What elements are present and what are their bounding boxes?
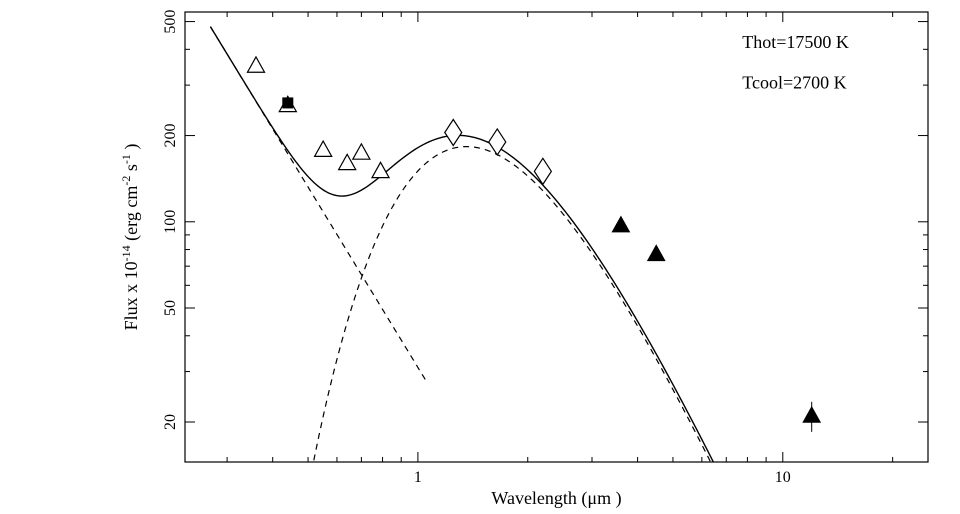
ytick-label: 200 (162, 124, 179, 148)
chart-annotation: Thot=17500 K (742, 32, 849, 52)
marker-triangle-filled (648, 245, 665, 260)
marker-triangle-open (247, 57, 264, 72)
curve-sum (210, 27, 892, 514)
marker-square-filled (283, 98, 293, 108)
marker-diamond-open (445, 119, 462, 145)
ytick-label: 50 (162, 300, 179, 316)
ytick-label: 500 (162, 10, 179, 34)
marker-triangle-filled (803, 407, 820, 422)
ytick-label: 100 (162, 210, 179, 234)
marker-triangle-open (339, 154, 356, 169)
marker-triangle-open (315, 141, 332, 156)
x-axis-label: Wavelength (μm ) (491, 488, 621, 509)
marker-diamond-open (534, 158, 551, 184)
xtick-label: 1 (414, 469, 422, 486)
sed-chart: 1 10 20 50 100 200 500 Wavelength (μm ) Flux x 1… (0, 0, 960, 514)
marker-triangle-open (372, 162, 389, 177)
marker-triangle-open (353, 144, 370, 159)
y-axis-label: Flux x 10-14 (erg cm-2 s-1 ) (119, 144, 142, 331)
marker-triangle-filled (612, 217, 629, 232)
chart-annotation: Tcool=2700 K (742, 73, 846, 93)
ytick-label: 20 (162, 414, 179, 430)
curve-cool-component (273, 147, 893, 514)
xtick-label: 10 (775, 469, 791, 486)
